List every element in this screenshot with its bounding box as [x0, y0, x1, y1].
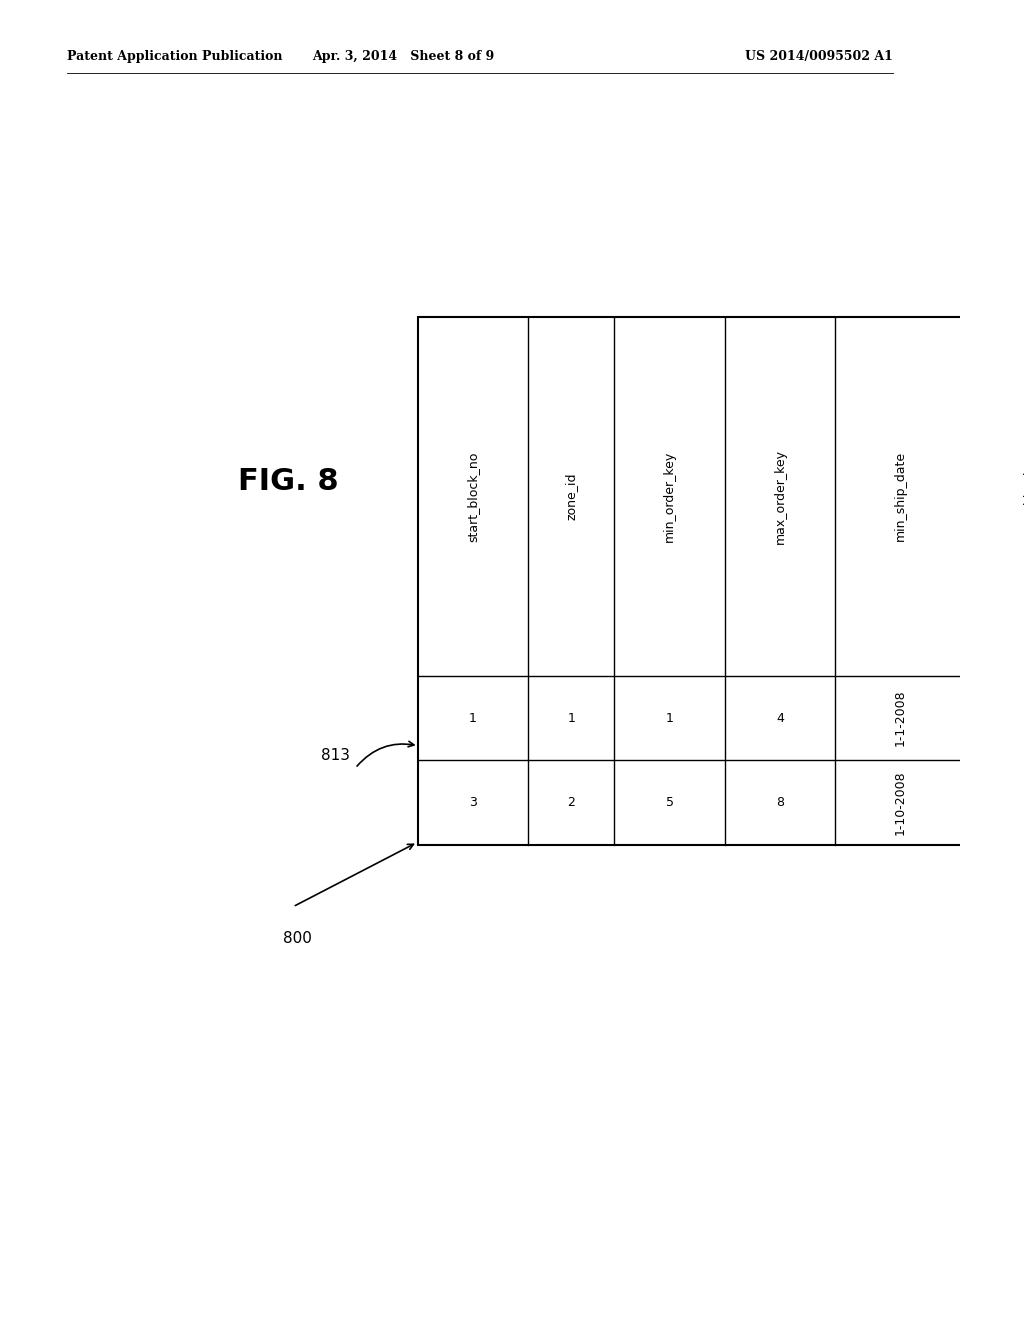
Text: FIG. 8: FIG. 8: [238, 467, 338, 496]
Text: 1: 1: [666, 711, 674, 725]
Text: start_block_no: start_block_no: [466, 451, 479, 541]
Text: Patent Application Publication: Patent Application Publication: [68, 50, 283, 63]
Text: 3: 3: [469, 796, 477, 809]
Text: 800: 800: [284, 931, 312, 945]
Text: min_order_key: min_order_key: [664, 450, 676, 543]
Text: max_order_key: max_order_key: [773, 449, 786, 544]
Text: 5: 5: [666, 796, 674, 809]
Text: 1-1-2008: 1-1-2008: [894, 690, 906, 746]
Text: 1: 1: [567, 711, 575, 725]
Text: 1: 1: [469, 711, 477, 725]
Bar: [418, 317, 1024, 845]
Text: US 2014/0095502 A1: US 2014/0095502 A1: [744, 50, 893, 63]
Text: zone_id: zone_id: [564, 473, 578, 520]
Text: 2: 2: [567, 796, 575, 809]
Text: 1-10-2008: 1-10-2008: [894, 771, 906, 834]
Text: 8: 8: [776, 796, 784, 809]
Text: Apr. 3, 2014   Sheet 8 of 9: Apr. 3, 2014 Sheet 8 of 9: [312, 50, 495, 63]
Text: 4: 4: [776, 711, 784, 725]
Text: min_ship_date: min_ship_date: [894, 451, 906, 541]
Text: 813: 813: [322, 747, 350, 763]
